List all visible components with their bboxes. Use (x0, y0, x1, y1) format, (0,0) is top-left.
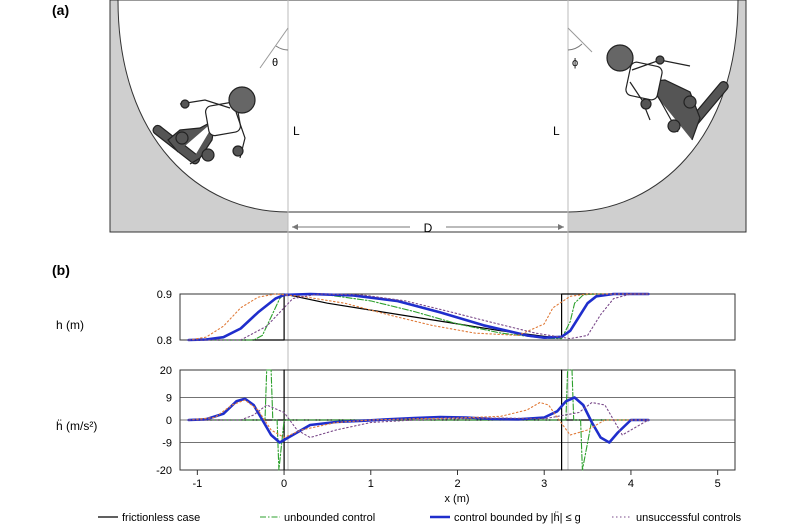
panel-b-label: (b) (52, 262, 70, 278)
acceleration-xtick-label: 4 (628, 478, 634, 490)
theta-arc (275, 45, 289, 51)
acceleration-plot-series (187, 369, 650, 471)
acceleration-plot-series-5 (188, 401, 649, 439)
length-label-right: L (553, 124, 560, 138)
skater-left-illustration (152, 86, 256, 165)
halfpipe-right-ramp (568, 0, 746, 232)
acceleration-plot-ytick-label: -9 (162, 438, 172, 450)
pendulum-right-line (567, 27, 593, 53)
acceleration-plot-xticks: -1 0 1 2 3 4 5 (192, 470, 721, 490)
pendulum-left-line (259, 27, 289, 69)
acceleration-xtick-label: -1 (192, 478, 202, 490)
phi-label: ϕ (572, 57, 578, 69)
acceleration-plot-ytick-label: 20 (160, 365, 172, 377)
panel-a-label: (a) (52, 2, 69, 18)
acceleration-plot-series-3 (187, 396, 650, 444)
theta-label: θ (272, 57, 278, 69)
height-plot-frame (179, 293, 736, 341)
acceleration-xtick-label: 2 (454, 478, 460, 490)
height-plot-yticks: 0.8 0.9 (157, 289, 172, 347)
acceleration-plot-ylabel: ḧ (m/s²) (56, 419, 97, 433)
height-plot-ytick-label: 0.8 (157, 335, 172, 347)
halfpipe-surface (117, 0, 739, 213)
acceleration-xtick-label: 5 (715, 478, 721, 490)
height-plot-ytick-label: 0.9 (157, 289, 172, 301)
legend: frictionless case unbounded control contro… (98, 511, 742, 524)
acceleration-plot-ytick-label: -20 (156, 465, 172, 477)
distance-arrowhead-right (558, 224, 564, 230)
height-plot-series-2 (188, 293, 649, 341)
acceleration-plot-yticks: -20 -9 0 9 20 (156, 365, 172, 477)
legend-label-4: unsuccessful controls (636, 512, 742, 524)
acceleration-plot-ytick-label: 9 (166, 393, 172, 405)
height-plot: h (m) 0.8 0.9 (56, 289, 736, 347)
acceleration-plot: ḧ (m/s²) -20 -9 0 9 20 -1 0 1 2 3 4 5 x (m) (56, 365, 736, 505)
acceleration-plot-series-2 (188, 369, 649, 471)
length-label-left: L (293, 124, 300, 138)
phi-arc (567, 43, 583, 51)
distance-arrowhead-left (292, 224, 298, 230)
legend-label-2: unbounded control (284, 512, 375, 524)
acceleration-plot-ytick-label: 0 (166, 415, 172, 427)
legend-label-1: frictionless case (122, 512, 200, 524)
halfpipe-diagram: θ ϕ L L D (109, 0, 747, 470)
acceleration-xtick-label: 1 (368, 478, 374, 490)
acceleration-plot-series-4 (188, 399, 649, 439)
distance-label: D (424, 221, 433, 235)
halfpipe-left-ramp (110, 0, 288, 232)
skater-right-illustration (606, 44, 729, 141)
acceleration-xtick-label: 3 (541, 478, 547, 490)
legend-label-3: control bounded by |ḧ| ≤ g (454, 511, 581, 524)
height-plot-series (187, 292, 650, 342)
acceleration-plot-xlabel: x (m) (444, 493, 469, 505)
height-plot-series-5 (188, 293, 649, 341)
height-plot-series-3 (187, 292, 650, 342)
acceleration-xtick-label: 0 (281, 478, 287, 490)
height-plot-ylabel: h (m) (56, 318, 84, 332)
halfpipe-border (109, 0, 747, 233)
